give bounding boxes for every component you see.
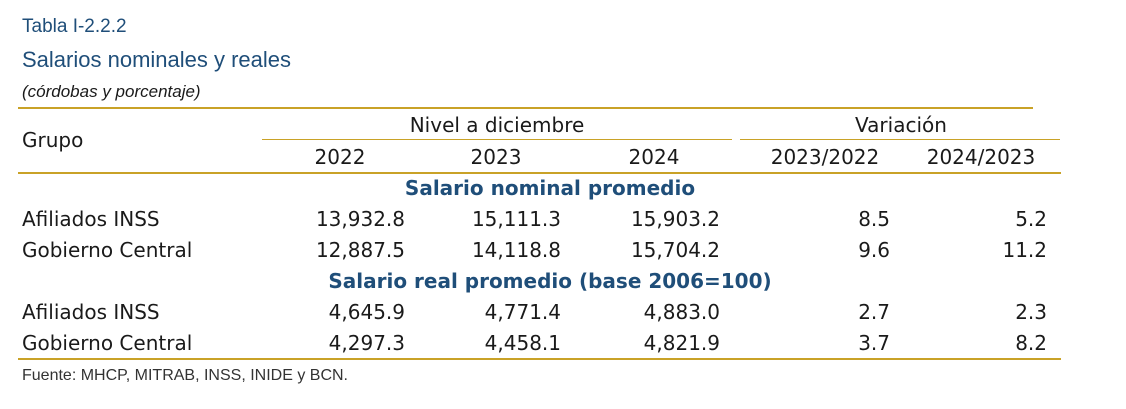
table-cell: 2.7 <box>858 300 890 324</box>
column-header-year: 2022 <box>314 145 366 169</box>
table-cell: 14,118.8 <box>471 238 561 262</box>
column-header-variation: 2023/2022 <box>770 145 880 169</box>
section-title: Salario nominal promedio <box>404 176 696 200</box>
table-cell: 8.5 <box>858 207 890 231</box>
row-label: Gobierno Central <box>22 331 193 355</box>
table-cell: 4,458.1 <box>484 331 561 355</box>
table-cell: 15,903.2 <box>630 207 720 231</box>
column-header-year: 2023 <box>470 145 522 169</box>
variation-group-rule <box>740 139 1060 140</box>
table-number: Tabla I-2.2.2 <box>22 16 127 37</box>
table-cell: 13,932.8 <box>315 207 405 231</box>
table-cell: 11.2 <box>1002 238 1047 262</box>
row-label: Afiliados INSS <box>22 207 160 231</box>
header-bottom-rule <box>18 172 1061 174</box>
column-header-group: Grupo <box>22 128 84 152</box>
table-cell: 9.6 <box>858 238 890 262</box>
table-title: Salarios nominales y reales <box>22 47 292 72</box>
table-cell: 4,821.9 <box>643 331 720 355</box>
table-cell: 2.3 <box>1015 300 1047 324</box>
bottom-rule <box>18 358 1061 360</box>
table-cell: 4,297.3 <box>328 331 405 355</box>
source-note: Fuente: MHCP, MITRAB, INSS, INIDE y BCN. <box>22 367 348 384</box>
column-header-variation: 2024/2023 <box>926 145 1036 169</box>
table-cell: 8.2 <box>1015 331 1047 355</box>
column-header-year: 2024 <box>628 145 680 169</box>
row-label: Gobierno Central <box>22 238 193 262</box>
row-label: Afiliados INSS <box>22 300 160 324</box>
table-cell: 3.7 <box>858 331 890 355</box>
table-cell: 4,771.4 <box>484 300 561 324</box>
table-cell: 15,704.2 <box>630 238 720 262</box>
table-cell: 5.2 <box>1015 207 1047 231</box>
table-cell: 15,111.3 <box>471 207 561 231</box>
table-cell: 12,887.5 <box>315 238 405 262</box>
level-group-rule <box>262 139 732 140</box>
table-units: (córdobas y porcentaje) <box>22 82 201 101</box>
column-group-level: Nivel a diciembre <box>409 113 585 137</box>
column-group-variation: Variación <box>855 113 947 137</box>
table-cell: 4,645.9 <box>328 300 405 324</box>
table-cell: 4,883.0 <box>643 300 720 324</box>
top-rule <box>18 107 1033 109</box>
section-title: Salario real promedio (base 2006=100) <box>328 269 772 293</box>
